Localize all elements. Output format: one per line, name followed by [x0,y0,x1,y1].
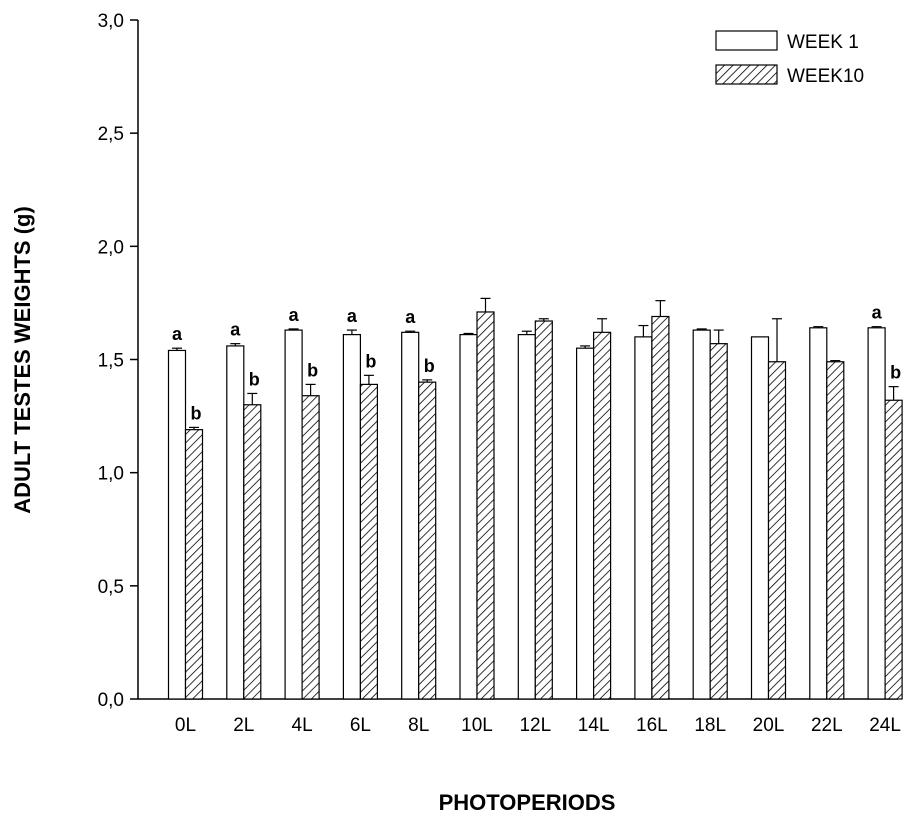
bar-week1 [867,327,886,700]
significance-label: b [249,369,260,389]
y-tick-label: 1,5 [98,351,124,372]
bar-week1 [750,336,770,700]
significance-label: a [230,320,241,340]
bar-week10 [592,331,612,700]
bar-week1 [284,329,303,700]
significance-label: b [365,351,376,371]
x-tick-label: 0L [175,715,196,736]
y-tick-label: 2,0 [98,237,124,258]
x-tick-label: 14L [578,715,610,736]
y-tick-label: 3,0 [98,11,124,32]
bar-week10 [301,395,320,700]
legend-label-week1: WEEK 1 [787,32,859,53]
bar-week1 [517,334,536,700]
y-tick-label: 0,5 [98,577,124,598]
bar-week1 [401,331,420,700]
bar-week1 [459,334,478,700]
bar-week10 [534,320,553,700]
bar-week10 [651,315,670,700]
bar-week10 [826,361,845,700]
x-tick-label: 20L [753,715,785,736]
significance-label: b [424,356,435,376]
x-tick-label: 4L [292,715,313,736]
bar-week10 [767,361,787,700]
legend-swatch-week1 [715,30,778,51]
significance-label: b [307,360,318,380]
bar-week1 [167,349,187,700]
significance-label: b [890,363,901,383]
bars [167,297,903,700]
x-tick-label: 2L [233,715,254,736]
bar-week10 [709,343,728,700]
bar-week1 [809,327,828,700]
y-tick-label: 0,0 [98,690,124,711]
significance-label: a [289,305,300,325]
bar-week10 [184,429,204,700]
legend-swatch-week10 [715,64,778,85]
x-tick-label: 22L [811,715,843,736]
significance-label: a [872,303,883,323]
legend-label-week10: WEEK10 [787,66,864,87]
x-tick-label: 24L [869,715,901,736]
bar-week10 [884,399,903,700]
significance-label: a [347,306,358,326]
bar-week10 [418,381,437,700]
axes: 0,0 0,5 1,0 1,5 2,0 2,5 3,0 0L 2L 4L 6L 8L 10L 12L 14L… [98,11,901,736]
x-tick-label: 6L [350,715,371,736]
bar-week10 [476,311,495,700]
bar-week1 [342,334,361,700]
bar-week1 [634,336,653,700]
y-tick-label: 1,0 [98,464,124,485]
bar-week10 [243,404,262,700]
x-tick-label: 10L [461,715,493,736]
labels: a b a b a b a b a b a b [172,303,901,424]
bar-week1 [692,329,711,700]
significance-label: b [191,403,202,423]
x-axis-title: PHOTOPERIODS [439,790,616,815]
bar-week1 [575,347,595,700]
y-tick-label: 2,5 [98,124,124,145]
significance-label: a [405,307,416,327]
bar-week1 [226,345,245,700]
x-tick-label: 18L [694,715,726,736]
y-axis-title: ADULT TESTES WEIGHTS (g) [10,206,35,514]
significance-label: a [172,324,183,344]
x-tick-label: 12L [519,715,551,736]
bar-week10 [359,383,378,700]
x-tick-label: 8L [408,715,429,736]
legend: WEEK 1 WEEK10 [715,30,864,87]
x-tick-label: 16L [636,715,668,736]
